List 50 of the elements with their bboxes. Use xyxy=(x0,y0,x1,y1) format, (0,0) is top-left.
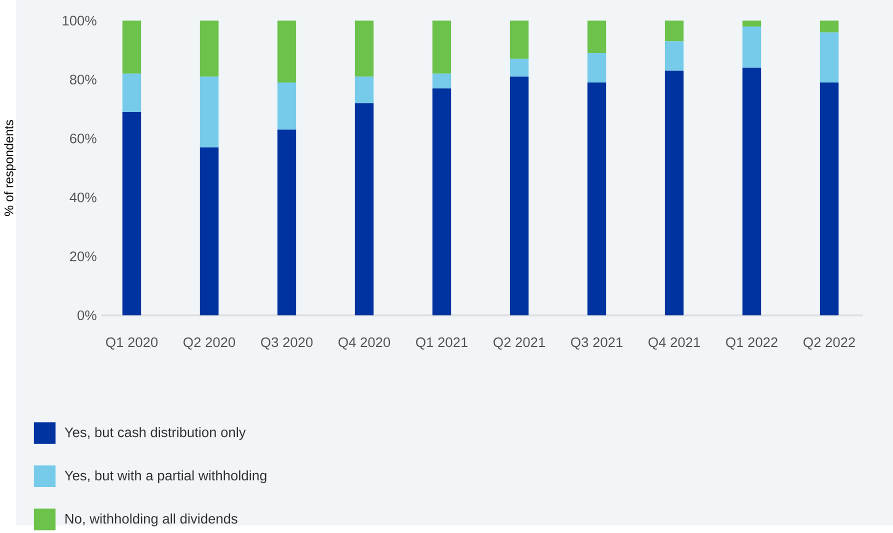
legend-label: Yes, but cash distribution only xyxy=(64,427,246,440)
bar xyxy=(742,20,762,27)
bar xyxy=(277,130,296,316)
x-tick-label: Q4 2021 xyxy=(648,337,700,350)
x-tick-label: Q1 2020 xyxy=(106,337,158,350)
bar xyxy=(354,20,374,77)
bar xyxy=(432,74,452,88)
legend-label: No, withholding all dividends xyxy=(66,514,238,526)
bar xyxy=(587,53,606,83)
bar xyxy=(664,41,684,71)
bar xyxy=(432,88,452,316)
x-tick-label: Q3 2021 xyxy=(571,337,622,350)
bar xyxy=(587,20,606,54)
bar xyxy=(820,82,839,316)
x-tick-label: Q3 2020 xyxy=(261,337,313,350)
y-tick-label: 60% xyxy=(70,134,96,144)
bar xyxy=(354,76,374,104)
bar xyxy=(742,68,762,316)
bar xyxy=(510,76,529,316)
x-tick-label: Q1 2021 xyxy=(416,337,468,350)
x-tick-label: Q2 2021 xyxy=(494,337,545,350)
y-axis-title: % of respondents xyxy=(4,120,16,216)
y-tick-label: 40% xyxy=(70,192,96,202)
bar xyxy=(742,26,762,68)
bar xyxy=(664,20,684,42)
y-tick-label: 0% xyxy=(78,310,96,320)
bar xyxy=(664,70,684,316)
y-tick-label: 80% xyxy=(70,74,96,84)
bar xyxy=(122,20,142,74)
bar xyxy=(122,74,142,112)
legend-label: Yes, but with a partial withholding xyxy=(64,470,266,484)
bar xyxy=(200,76,219,148)
bar xyxy=(587,82,606,316)
x-tick-label: Q2 2022 xyxy=(804,337,855,350)
x-tick-label: Q2 2020 xyxy=(184,337,236,350)
bar xyxy=(122,112,142,316)
bar xyxy=(510,20,529,59)
x-tick-label: Q1 2022 xyxy=(726,337,778,350)
x-tick-label: Q4 2020 xyxy=(338,337,390,350)
bar xyxy=(432,20,452,74)
bar xyxy=(200,147,219,316)
y-tick-label: 100% xyxy=(62,16,96,26)
bar xyxy=(820,20,839,32)
y-tick-label: 20% xyxy=(70,252,96,262)
bar xyxy=(820,32,839,83)
bar xyxy=(277,20,296,83)
bar xyxy=(200,20,219,77)
bar xyxy=(510,58,529,77)
bar xyxy=(354,103,374,316)
bar xyxy=(277,82,296,130)
